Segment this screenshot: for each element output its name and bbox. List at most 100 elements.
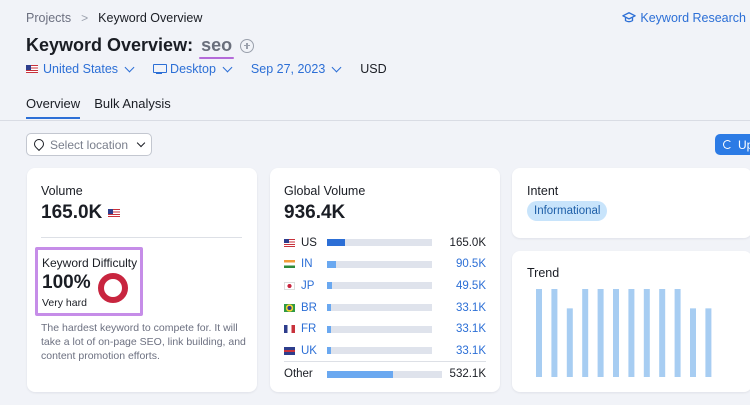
country-code: BR — [301, 301, 317, 314]
keyword-difficulty-box: Keyword Difficulty 100% Very hard — [35, 247, 143, 316]
volume-label: Volume — [41, 184, 83, 198]
location-select-placeholder: Select location — [50, 137, 129, 152]
country-volume-list: US 165.0K IN 90.5K JP 49.5K BR 33.1K FR … — [284, 232, 486, 362]
us-flag-icon — [26, 65, 38, 73]
date-filter[interactable]: Sep 27, 2023 — [250, 62, 342, 76]
country-filter[interactable]: United States — [26, 62, 135, 76]
trend-bar — [613, 289, 619, 377]
country-share-bar — [327, 282, 432, 290]
intent-label: Intent — [527, 184, 559, 198]
country-volume: 90.5K — [455, 258, 486, 271]
update-button-label: Up — [738, 137, 750, 152]
country-volume: 33.1K — [455, 344, 486, 357]
country-code: JP — [301, 279, 315, 292]
country-code: FR — [301, 323, 317, 336]
update-button[interactable]: Up — [715, 134, 750, 155]
trend-bar — [628, 289, 635, 377]
share-bar-fill — [327, 260, 337, 268]
trend-bar — [674, 289, 681, 377]
country-code: IN — [301, 258, 313, 271]
country-code: UK — [301, 344, 317, 357]
keyword-difficulty-description: The hardest keyword to compete for. It w… — [41, 322, 246, 362]
trend-chart — [536, 289, 712, 377]
location-pin-icon — [34, 139, 44, 151]
country-row[interactable]: UK 33.1K — [284, 340, 486, 362]
chevron-down-icon — [124, 62, 135, 72]
difficulty-gauge-icon — [98, 273, 128, 303]
trend-bar — [659, 289, 666, 377]
trend-bar — [551, 289, 558, 377]
share-bar-fill — [327, 239, 345, 247]
country-row[interactable]: FR 33.1K — [284, 318, 486, 340]
divider — [41, 237, 242, 238]
chevron-down-icon — [136, 138, 146, 148]
breadcrumb: Projects > Keyword Overview — [26, 11, 202, 25]
page-title: Keyword Overview: — [26, 35, 194, 55]
breadcrumb-separator-icon: > — [81, 11, 89, 25]
jp-flag-icon — [284, 281, 295, 290]
trend-bar — [536, 289, 542, 377]
keyword-difficulty-level: Very hard — [42, 297, 87, 309]
trend-bar — [566, 308, 573, 377]
country-share-bar — [327, 347, 432, 355]
trend-bar — [582, 289, 589, 377]
intent-card: Intent Informational — [512, 168, 750, 238]
country-volume: 165.0K — [449, 236, 486, 249]
share-bar-fill — [327, 304, 331, 312]
location-select[interactable]: Select location — [26, 133, 152, 156]
other-countries-row: Other 532.1K — [284, 365, 486, 383]
graduation-cap-icon — [622, 12, 637, 23]
share-bar-fill — [327, 347, 331, 355]
br-flag-icon — [284, 303, 295, 312]
other-label: Other — [284, 368, 313, 380]
fr-flag-icon — [284, 325, 295, 334]
trend-card: Trend — [512, 251, 750, 392]
share-bar-fill — [327, 282, 333, 290]
country-volume: 33.1K — [455, 301, 486, 314]
country-volume: 49.5K — [455, 279, 486, 292]
in-flag-icon — [284, 260, 295, 269]
keyword-difficulty-value: 100% — [42, 272, 91, 293]
country-filter-label: United States — [43, 62, 119, 76]
desktop-icon — [153, 64, 168, 74]
country-row[interactable]: BR 33.1K — [284, 297, 486, 319]
volume-value: 165.0K — [41, 202, 103, 223]
share-bar-fill — [327, 325, 331, 333]
trend-bar — [705, 308, 712, 377]
intent-badge: Informational — [527, 201, 608, 221]
country-volume: 33.1K — [455, 323, 486, 336]
global-volume-card: Global Volume 936.4K US 165.0K IN 90.5K … — [270, 168, 500, 392]
country-share-bar — [327, 260, 432, 268]
global-volume-value: 936.4K — [284, 202, 346, 223]
filters-bar: United States Desktop Sep 27, 2023 USD — [26, 62, 387, 76]
us-flag-icon — [108, 209, 121, 217]
keyword-research-link[interactable]: Keyword Research — [622, 11, 746, 25]
keyword-difficulty-label: Keyword Difficulty — [42, 256, 138, 270]
device-filter-label: Desktop — [170, 62, 216, 76]
country-share-bar — [327, 304, 432, 312]
chevron-down-icon — [222, 62, 233, 72]
keyword-research-label: Keyword Research — [640, 11, 746, 25]
currency-label: USD — [360, 62, 387, 76]
tab-bulk-analysis[interactable]: Bulk Analysis — [94, 96, 171, 111]
other-share-bar — [327, 370, 442, 378]
chevron-down-icon — [331, 62, 342, 72]
trend-label: Trend — [527, 266, 560, 280]
country-row[interactable]: JP 49.5K — [284, 275, 486, 297]
date-filter-label: Sep 27, 2023 — [250, 62, 326, 76]
trend-bar — [643, 289, 650, 377]
breadcrumb-projects[interactable]: Projects — [26, 11, 72, 25]
country-row[interactable]: IN 90.5K — [284, 254, 486, 276]
global-volume-label: Global Volume — [284, 184, 366, 198]
keyword-name: seo — [199, 35, 235, 59]
divider — [284, 361, 486, 362]
country-share-bar — [327, 239, 432, 247]
us-flag-icon — [284, 238, 295, 247]
refresh-icon — [723, 140, 732, 149]
device-filter[interactable]: Desktop — [153, 62, 233, 76]
tab-overview[interactable]: Overview — [26, 96, 81, 119]
volume-card: Volume 165.0K Keyword Difficulty 100% Ve… — [27, 168, 257, 392]
trend-bar — [597, 289, 604, 377]
add-keyword-icon[interactable] — [240, 38, 255, 53]
other-volume: 532.1K — [449, 368, 486, 380]
